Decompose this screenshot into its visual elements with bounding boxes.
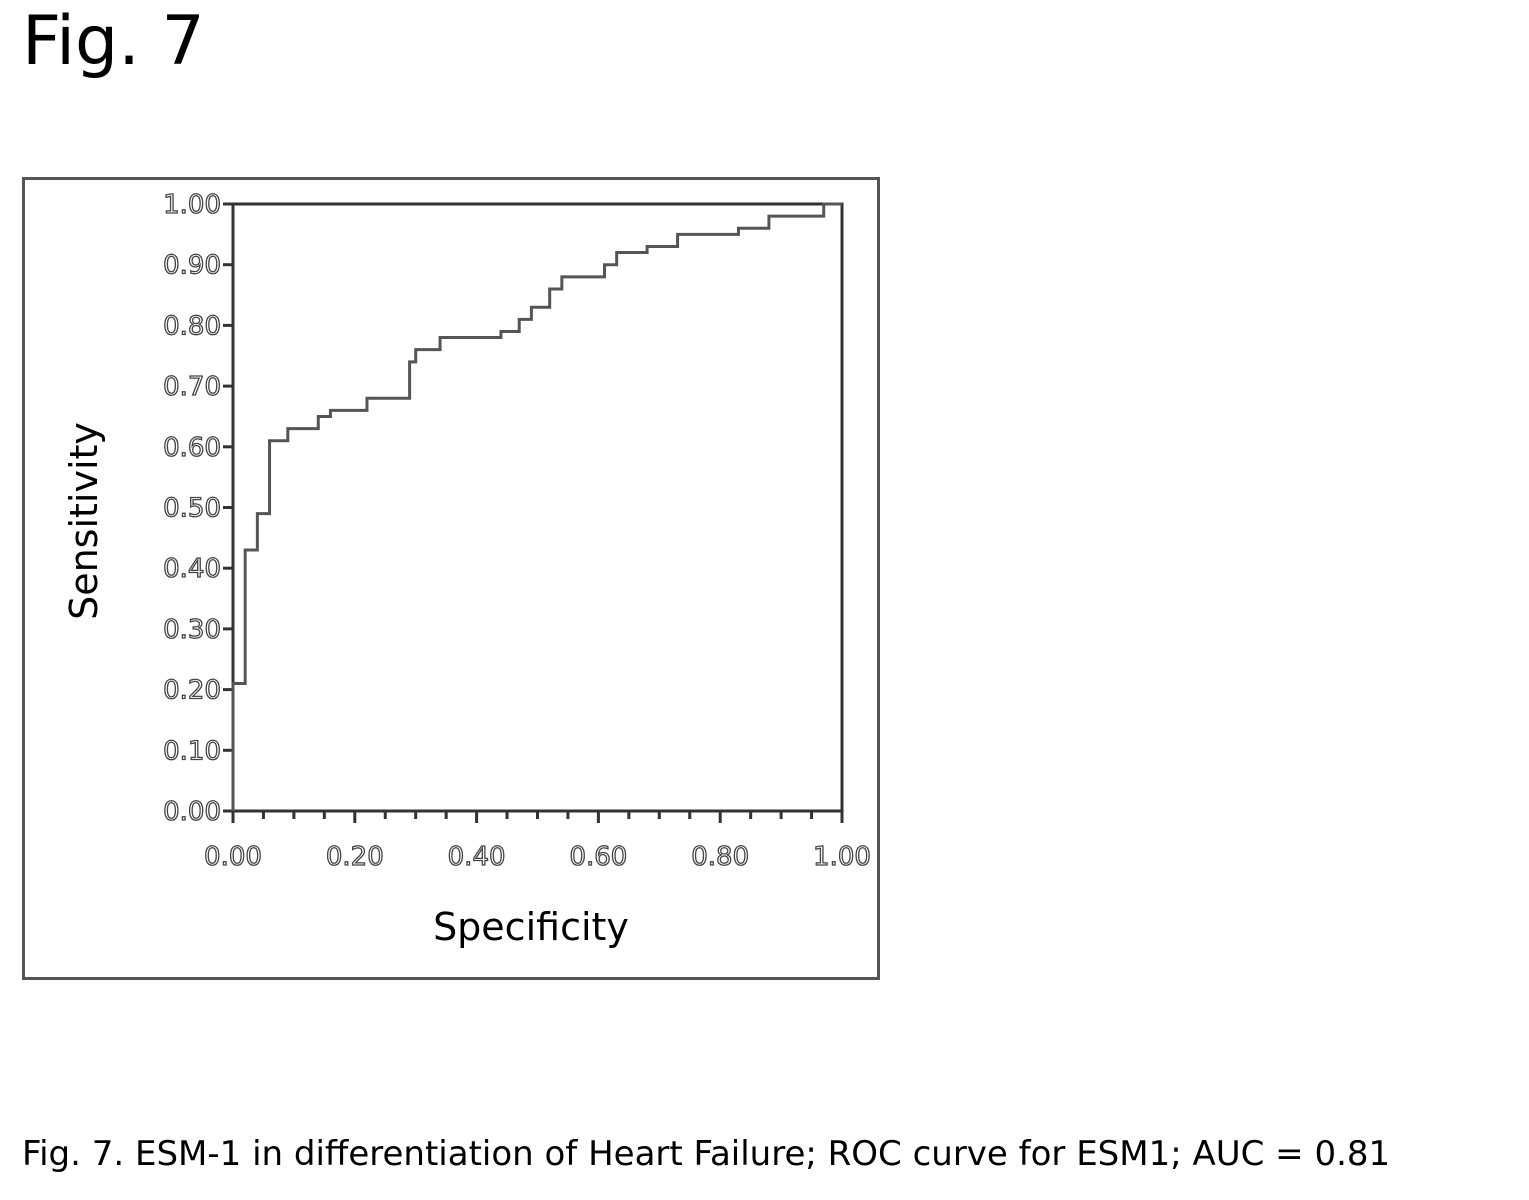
plot-area-border bbox=[231, 202, 844, 813]
x-tick-label: 0.00 bbox=[204, 842, 262, 872]
y-tick-label: 0.90 bbox=[163, 251, 221, 281]
figure-caption: Fig. 7. ESM-1 in differentiation of Hear… bbox=[22, 1134, 1391, 1174]
y-tick-label: 0.20 bbox=[163, 676, 221, 706]
y-tick-label: 0.70 bbox=[163, 372, 221, 402]
x-tick-label: 0.60 bbox=[569, 842, 627, 872]
y-tick-label: 1.00 bbox=[163, 190, 221, 220]
x-axis-label: Specificity bbox=[433, 905, 629, 949]
roc-chart: 0.00 0.10 0.20 0.30 0.40 0.50 0.60 0.70 0.80 0.90… bbox=[62, 189, 872, 949]
y-tick-label: 0.50 bbox=[163, 494, 221, 524]
y-tick-label: 0.80 bbox=[163, 311, 221, 341]
series-layer bbox=[231, 202, 842, 811]
y-tick-label: 0.40 bbox=[163, 554, 221, 584]
roc-curve-line bbox=[231, 202, 842, 811]
y-tick-label: 0.60 bbox=[163, 433, 221, 463]
chart-frame: 0.00 0.10 0.20 0.30 0.40 0.50 0.60 0.70 0.80 0.90… bbox=[22, 177, 880, 980]
figure-label: Fig. 7 bbox=[22, 2, 205, 81]
x-axis: 0.00 0.20 0.40 0.60 0.80 1.00 bbox=[203, 811, 872, 873]
x-tick-label: 1.00 bbox=[813, 842, 871, 872]
y-tick-label: 0.30 bbox=[163, 615, 221, 645]
y-tick-label: 0.00 bbox=[163, 797, 221, 827]
x-tick-label: 0.20 bbox=[326, 842, 384, 872]
y-axis: 0.00 0.10 0.20 0.30 0.40 0.50 0.60 0.70 0.80 0.90… bbox=[162, 189, 233, 828]
y-axis-label: Sensitivity bbox=[62, 422, 106, 620]
y-tick-label: 0.10 bbox=[163, 736, 221, 766]
x-tick-label: 0.80 bbox=[691, 842, 749, 872]
x-tick-label: 0.40 bbox=[448, 842, 506, 872]
